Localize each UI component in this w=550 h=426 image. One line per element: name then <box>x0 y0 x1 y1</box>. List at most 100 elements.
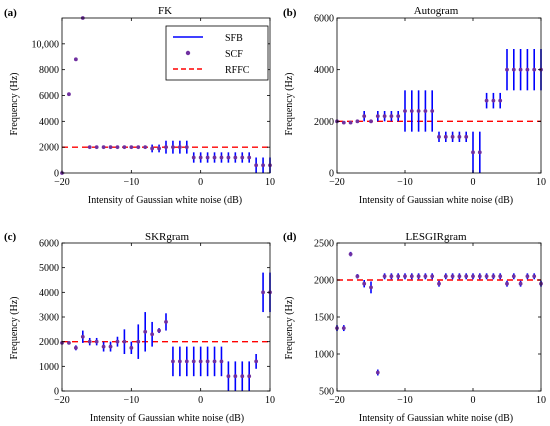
scf-point <box>409 274 414 279</box>
y-axis-label: Frequency (Hz) <box>9 72 20 135</box>
legend-scf-label: SCF <box>225 49 243 60</box>
scf-point <box>219 155 224 160</box>
scf-point <box>532 67 537 72</box>
x-tick-label: 10 <box>536 177 546 188</box>
scf-point <box>430 274 435 279</box>
scf-point <box>198 155 203 160</box>
y-tick-label: 0 <box>54 169 59 180</box>
scf-point <box>443 274 448 279</box>
scf-point <box>136 339 141 344</box>
x-tick-label: −10 <box>397 177 413 188</box>
scf-point <box>198 359 203 364</box>
plot-area <box>60 272 272 391</box>
y-axis-label: Frequency (Hz) <box>284 296 295 359</box>
legend-sfb-label: SFB <box>225 33 243 44</box>
x-tick-label: 10 <box>265 177 275 188</box>
y-tick-label: 6000 <box>314 14 334 25</box>
y-tick-label: 2000 <box>39 143 59 154</box>
scf-point <box>396 114 401 119</box>
x-tick-label: −20 <box>329 177 345 188</box>
y-tick-label: 5000 <box>39 263 59 274</box>
x-tick-label: 10 <box>265 395 275 406</box>
y-tick-label: 1000 <box>314 350 334 361</box>
scf-point <box>525 274 530 279</box>
y-tick-label: 1500 <box>314 313 334 324</box>
scf-point <box>518 67 523 72</box>
plot-area <box>335 251 543 376</box>
scf-point <box>247 155 252 160</box>
legend: SFB SCF RFFC <box>165 25 269 81</box>
y-tick-label: 8000 <box>39 65 59 76</box>
y-tick-label: 4000 <box>39 288 59 299</box>
scf-point <box>108 145 113 150</box>
scf-point <box>511 67 516 72</box>
scf-point <box>233 155 238 160</box>
scf-point <box>150 146 155 151</box>
scf-point <box>254 359 259 364</box>
scf-point <box>157 328 161 333</box>
scf-point <box>143 329 148 334</box>
panel-d: (d) LESGIRgram Frequency (Hz) Intensity … <box>283 231 546 424</box>
scf-point <box>498 98 503 103</box>
scf-point <box>94 339 99 344</box>
legend-rffc-label: RFFC <box>225 65 250 76</box>
chart-title: FK <box>158 5 172 17</box>
panel-label: (c) <box>4 231 17 243</box>
chart-title: Autogram <box>414 5 459 17</box>
scf-point <box>362 114 367 119</box>
plot-area <box>335 49 543 173</box>
scf-point <box>80 334 85 339</box>
chart-title: LESGIRgram <box>405 231 467 243</box>
scf-point <box>457 274 462 279</box>
legend-scf-swatch <box>185 50 191 56</box>
scf-point <box>525 67 530 72</box>
scf-point <box>437 134 441 139</box>
scf-point <box>108 344 113 349</box>
scf-point <box>464 274 469 279</box>
scf-point <box>191 359 196 364</box>
x-tick-label: −20 <box>54 395 70 406</box>
scf-point <box>171 359 175 364</box>
scf-point <box>423 274 428 279</box>
scf-point <box>389 114 394 119</box>
scf-point <box>416 109 421 113</box>
panel-label: (b) <box>283 7 297 19</box>
scf-point <box>471 274 475 279</box>
panel-a: (a) FK Frequency (Hz) Intensity of Gauss… <box>4 5 275 206</box>
scf-point <box>375 114 380 119</box>
scf-point <box>191 155 196 160</box>
scf-point <box>115 339 120 344</box>
scf-point <box>226 155 231 160</box>
scf-point <box>212 359 217 364</box>
scf-point <box>247 374 252 379</box>
scf-point <box>73 345 78 350</box>
legend-box <box>165 25 269 81</box>
scf-point <box>226 374 231 379</box>
scf-point <box>389 274 394 279</box>
x-tick-label: −20 <box>329 395 345 406</box>
scf-point <box>477 274 482 279</box>
scf-point <box>382 274 387 279</box>
x-tick-label: −10 <box>124 177 140 188</box>
y-tick-label: 6000 <box>39 239 59 250</box>
y-tick-label: 3000 <box>39 313 59 324</box>
panel-b: (b) Autogram Frequency (Hz) Intensity of… <box>283 5 546 206</box>
scf-point <box>87 145 92 150</box>
scf-point <box>348 252 353 256</box>
y-tick-label: 0 <box>329 169 334 180</box>
scf-point <box>362 281 367 286</box>
scf-point <box>532 274 537 279</box>
scf-point <box>177 145 182 150</box>
y-axis-label: Frequency (Hz) <box>284 72 295 135</box>
scf-point <box>491 274 496 279</box>
scf-point <box>423 109 428 113</box>
y-axis-label: Frequency (Hz) <box>9 296 20 359</box>
y-tick-label: 2000 <box>39 337 59 348</box>
x-axis-label: Intensity of Gaussian white noise (dB) <box>359 195 513 206</box>
scf-point <box>498 274 503 279</box>
scf-point <box>464 134 469 139</box>
scf-point <box>416 274 421 279</box>
scf-point <box>171 145 175 150</box>
scf-point <box>341 326 346 330</box>
scf-point <box>430 109 435 113</box>
